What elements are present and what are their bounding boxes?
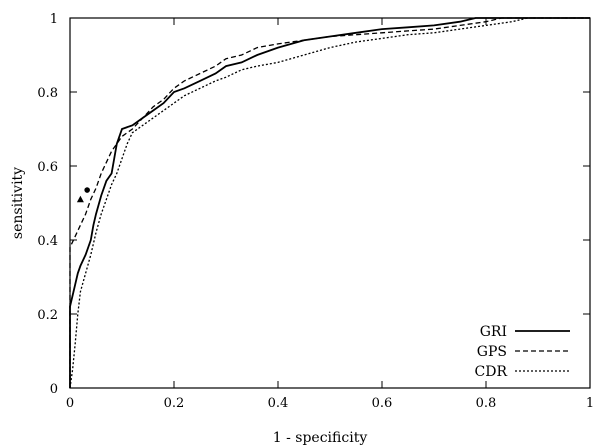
y-tick-label: 0.2 <box>37 308 58 323</box>
y-tick-label: 0 <box>50 382 58 397</box>
series-line-gps <box>69 17 590 388</box>
y-tick-label: 1 <box>50 12 58 27</box>
legend-label-gri: GRI <box>480 324 507 340</box>
x-tick-label: 0.6 <box>372 396 393 411</box>
legend-label-cdr: CDR <box>475 364 508 380</box>
series-line-gri <box>69 17 590 388</box>
y-axis-label: sensitivity <box>10 167 26 239</box>
y-tick-label: 0.6 <box>37 160 58 175</box>
x-tick-label: 0 <box>66 396 74 411</box>
x-tick-label: 0.2 <box>164 396 185 411</box>
y-tick-label: 0.8 <box>37 86 58 101</box>
y-tick-label: 0.4 <box>37 234 58 249</box>
marker-circle <box>84 187 90 193</box>
series-line-cdr <box>69 17 590 389</box>
x-tick-label: 1 <box>586 396 594 411</box>
plot-frame <box>69 17 591 389</box>
x-tick-label: 0.8 <box>476 396 497 411</box>
marker-triangle <box>76 195 84 203</box>
legend-label-gps: GPS <box>477 344 507 360</box>
x-tick-label: 0.4 <box>268 396 289 411</box>
x-axis-label: 1 - specificity <box>273 430 368 446</box>
